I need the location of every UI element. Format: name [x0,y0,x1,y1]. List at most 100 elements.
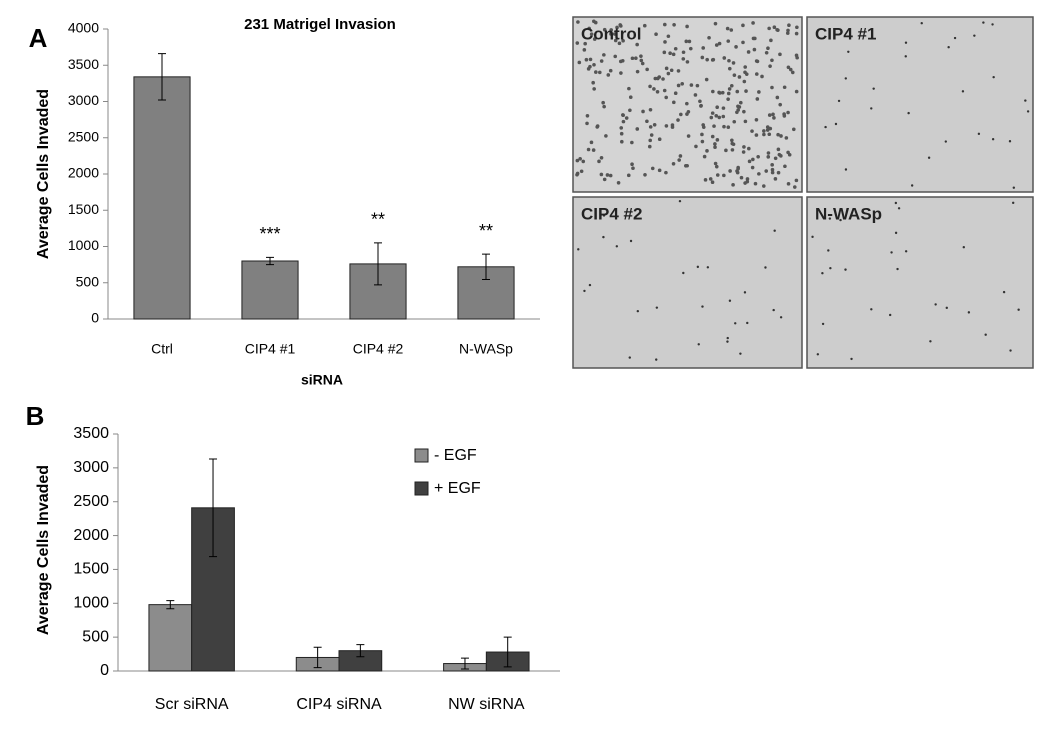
cell-dot [602,104,606,109]
cell-dot [630,140,634,145]
cell-dot [655,306,659,309]
cell-dot [655,358,658,361]
cell-dot [742,145,746,149]
error-bar [158,53,166,101]
cell-dot [1008,140,1012,143]
cell-dot [631,166,635,171]
cell-dot [588,57,593,62]
cell-dot [578,156,582,161]
cell-dot [676,118,680,122]
cell-dot [727,66,732,71]
cell-dot [621,119,626,124]
cell-dot [984,333,987,336]
cell-dot [650,166,655,171]
cell-dot [767,113,772,117]
cell-dot [648,107,653,112]
cell-dot [737,75,742,79]
y-axis-label: Average Cells Invaded [35,89,52,259]
micrograph-label: CIP4 #2 [581,204,642,223]
error-bar [482,253,490,280]
cell-dot [662,22,667,27]
cell-dot [664,66,669,71]
cell-dot [628,108,632,113]
cell-dot [686,109,691,114]
cell-dot [790,70,795,75]
cell-dot [700,132,704,137]
significance-label: *** [259,224,280,244]
micrograph-label: Control [581,24,641,43]
cell-dot [639,58,644,63]
cell-dot [788,67,793,72]
cell-dot [768,64,772,68]
cell-dot [934,303,937,306]
cell-dot [894,201,898,205]
cell-dot [794,53,799,58]
cell-dot [847,50,850,53]
cell-dot [707,35,711,40]
cell-dot [652,87,656,91]
cell-dot [715,173,720,177]
cell-dot [757,172,761,176]
cell-dot [599,156,604,160]
micrograph-label: N-WASp [815,204,882,223]
cell-dot [870,107,873,110]
cell-dot [929,340,932,343]
cell-dot [729,84,734,88]
cell-dot [765,128,770,132]
cell-dot [947,45,950,49]
cell-dot [627,86,631,91]
cell-dot [737,105,742,109]
cell-dot [991,23,994,26]
cell-dot [684,163,688,168]
cell-dot [662,50,667,55]
cell-dot [619,131,624,136]
cell-dot [673,91,678,96]
cell-dot [767,132,772,137]
cell-dot [850,357,853,361]
cell-dot [1012,186,1016,189]
cell-dot [689,83,694,87]
cell-dot [695,83,700,88]
cell-dot [747,159,752,164]
cell-dot [977,132,981,136]
cell-dot [591,80,595,85]
cell-dot [750,165,755,170]
cell-dot [1026,110,1030,113]
cell-dot [648,125,653,129]
cell-dot [767,26,771,31]
cell-dot [601,100,605,105]
cell-dot [602,177,607,182]
micrograph [572,196,803,369]
cell-dot [710,180,715,184]
error-bar [460,657,469,670]
cell-dot [587,26,591,31]
cell-dot [649,133,654,137]
micrograph-label: CIP4 #1 [815,24,876,43]
cell-dot [628,95,633,100]
cell-dot [648,84,652,89]
cell-dot [682,271,685,275]
cell-dot [992,75,995,79]
cell-dot [708,177,713,181]
cell-dot [770,170,775,175]
cell-dot [713,142,717,146]
cell-dot [697,343,700,346]
cell-dot [664,95,668,100]
cell-dot [575,171,580,176]
cell-dot [982,21,985,24]
cell-dot [751,21,755,25]
cell-dot [967,311,971,314]
cell-dot [741,150,746,154]
x-tick-label: CIP4 #2 [353,341,404,357]
cell-dot [617,41,622,46]
cell-dot [732,73,737,77]
cell-dot [771,112,775,117]
cell-dot [717,90,721,95]
cell-dot [973,34,976,37]
cell-dot [754,117,759,122]
cell-dot [764,169,769,173]
cell-dot [1024,99,1027,102]
cell-dot [729,28,734,32]
cell-dot [661,77,665,81]
cell-dot [783,164,787,169]
